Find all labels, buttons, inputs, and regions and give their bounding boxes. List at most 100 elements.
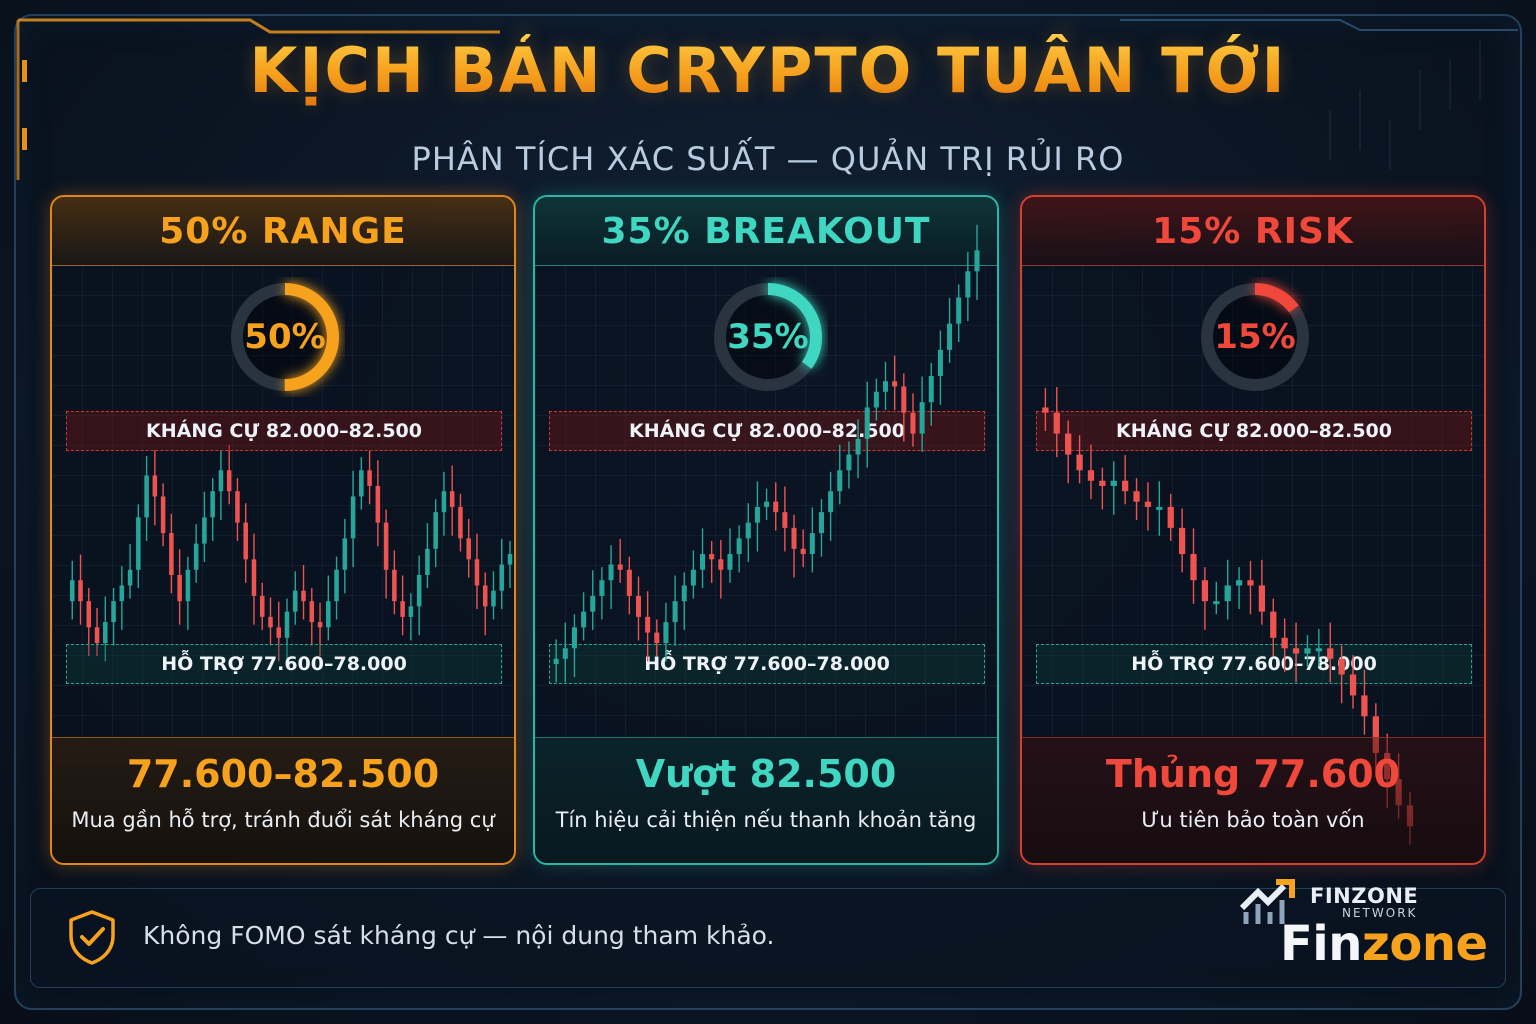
candle-body [626,569,632,596]
candle-body [654,632,660,644]
disclaimer-text: Không FOMO sát kháng cự — nội dung tham … [143,921,775,950]
candle [69,560,75,620]
candle [185,556,191,630]
candle [837,444,843,505]
candle-body [458,506,463,539]
candle-body [782,512,788,528]
candle [1304,635,1311,667]
support-zone: HỖ TRỢ 77.600–78.000 [1036,644,1472,684]
candle-body [681,585,687,602]
candle [846,441,852,489]
candle [103,596,108,662]
candle-body [1144,501,1152,507]
candle-body [663,622,669,644]
candle [947,298,953,363]
candle-body [791,527,797,549]
candle [1327,622,1334,683]
scenario-note: Mua gần hỗ trợ, tránh đuổi sát kháng cự [71,808,495,832]
candle-body [1053,412,1060,434]
candle-body [317,622,323,628]
candle [1315,628,1322,667]
candle-body [482,585,488,607]
candle-body [507,554,513,565]
candle [507,540,513,589]
page-subtitle: PHÂN TÍCH XÁC SUẤT — QUẢN TRỊ RỦI RO [411,140,1125,178]
scenario-header: 15% RISK [1022,197,1484,266]
candle-body [882,381,889,392]
candle [965,251,971,322]
probability-value: 35% [727,317,809,357]
scenario-card-risk: 15% RISK KHÁNG CỰ 82.000–82.500 HỖ TRỢ 7… [1020,195,1486,865]
candle-body [754,506,760,523]
candle-body [773,501,779,513]
scenario-card-range: 50% RANGE 50% KHÁNG CỰ 82.000–82.500 HỖ … [50,195,516,865]
candle-body [185,569,191,602]
candle [235,478,240,541]
candle [1190,528,1197,604]
candle [1065,420,1072,484]
candle [919,376,925,452]
candle-body [111,601,116,623]
candle-body [235,491,240,523]
candle [375,460,381,547]
candle-body [441,491,447,513]
gauge-ring [714,283,822,391]
candle-body [1156,506,1163,510]
candle-body [1099,480,1106,486]
candle [654,619,660,657]
candle-body [375,485,381,523]
candle [1133,478,1140,521]
candle-body [136,517,141,570]
outer-frame [14,14,1522,1010]
candle [259,582,265,630]
candle [425,523,430,589]
candle [745,503,751,562]
candle [400,575,405,636]
candle [672,575,678,646]
candle [251,533,257,625]
candle [1270,598,1277,657]
resistance-zone: KHÁNG CỰ 82.000–82.500 [66,411,502,451]
page-title: KỊCH BẢN CRYPTO TUẦN TỚI [0,34,1536,107]
candle-body [1087,470,1095,481]
candle [626,556,632,615]
candle-body [218,470,224,492]
candle [177,549,182,625]
candle-body [94,627,100,644]
candle-body [837,470,843,492]
candle [635,576,642,641]
candle-body [301,590,306,602]
candle-body [1213,601,1220,605]
candle-body [1133,491,1140,502]
candle-body [901,386,907,413]
candle [482,572,488,636]
scenario-header: 50% RANGE [52,197,514,266]
candle [1213,581,1220,615]
candle-body [243,522,248,560]
candle-body [1304,648,1311,654]
candle-body [408,606,414,617]
candle [1122,455,1129,505]
candle [1144,482,1152,531]
brand-wordmark: Finzone [1280,916,1488,972]
candle-body [326,601,331,628]
candle [590,570,596,630]
candle [553,639,559,683]
candle [119,566,125,630]
support-zone: HỖ TRỢ 77.600–78.000 [549,644,985,684]
candle-body [292,590,298,612]
candle-body [617,564,623,570]
candle-body [956,297,962,324]
candle [127,544,133,599]
candle-body [736,538,742,555]
candle [1156,481,1163,536]
probability-value: 15% [1214,317,1296,357]
candle-body [947,323,953,350]
candle-body [745,522,751,539]
candle-body [152,475,158,497]
candlestick-chart [553,224,980,683]
candle-body [855,438,861,455]
candle-body [1178,527,1186,555]
candle-body [491,590,496,607]
candle-body [474,559,480,586]
